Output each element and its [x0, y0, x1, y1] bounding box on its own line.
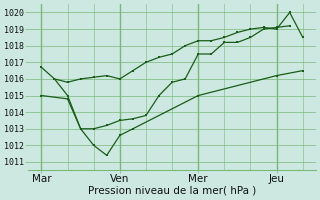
X-axis label: Pression niveau de la mer( hPa ): Pression niveau de la mer( hPa )	[88, 186, 256, 196]
